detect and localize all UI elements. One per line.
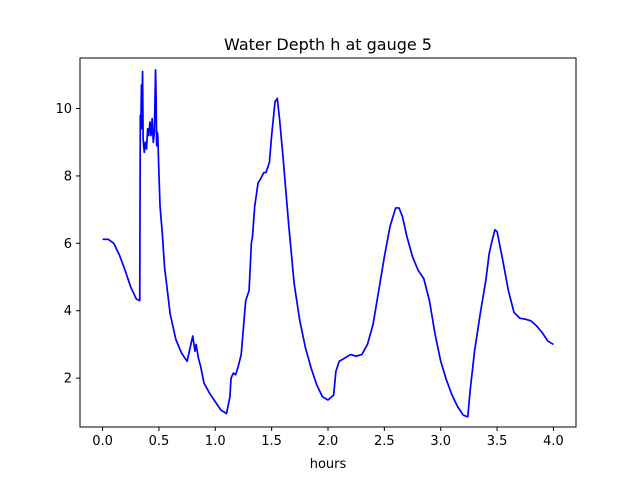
chart-title: Water Depth h at gauge 5 [224,35,432,54]
plot-layer [102,68,554,418]
x-axis-ticks: 0.0 0.5 1.0 1.5 2.0 2.5 3.0 3.5 4.0 [92,427,564,449]
x-tick-label: 3.0 [430,434,451,449]
series-line-1 [102,68,554,418]
x-axis-label: hours [310,457,347,472]
x-tick-label: 0.0 [92,434,113,449]
x-tick-label: 4.0 [543,434,564,449]
x-tick-label: 2.5 [374,434,395,449]
y-axis-ticks: 2 4 6 8 10 [55,102,80,387]
y-tick-label: 6 [64,237,72,252]
x-tick-label: 2.0 [318,434,339,449]
x-tick-label: 1.0 [205,434,226,449]
y-tick-label: 2 [64,372,72,387]
y-tick-label: 4 [64,304,72,319]
y-tick-label: 10 [55,102,72,117]
x-tick-label: 0.5 [149,434,170,449]
x-tick-label: 1.5 [261,434,282,449]
y-tick-label: 8 [64,169,72,184]
x-tick-label: 3.5 [487,434,508,449]
